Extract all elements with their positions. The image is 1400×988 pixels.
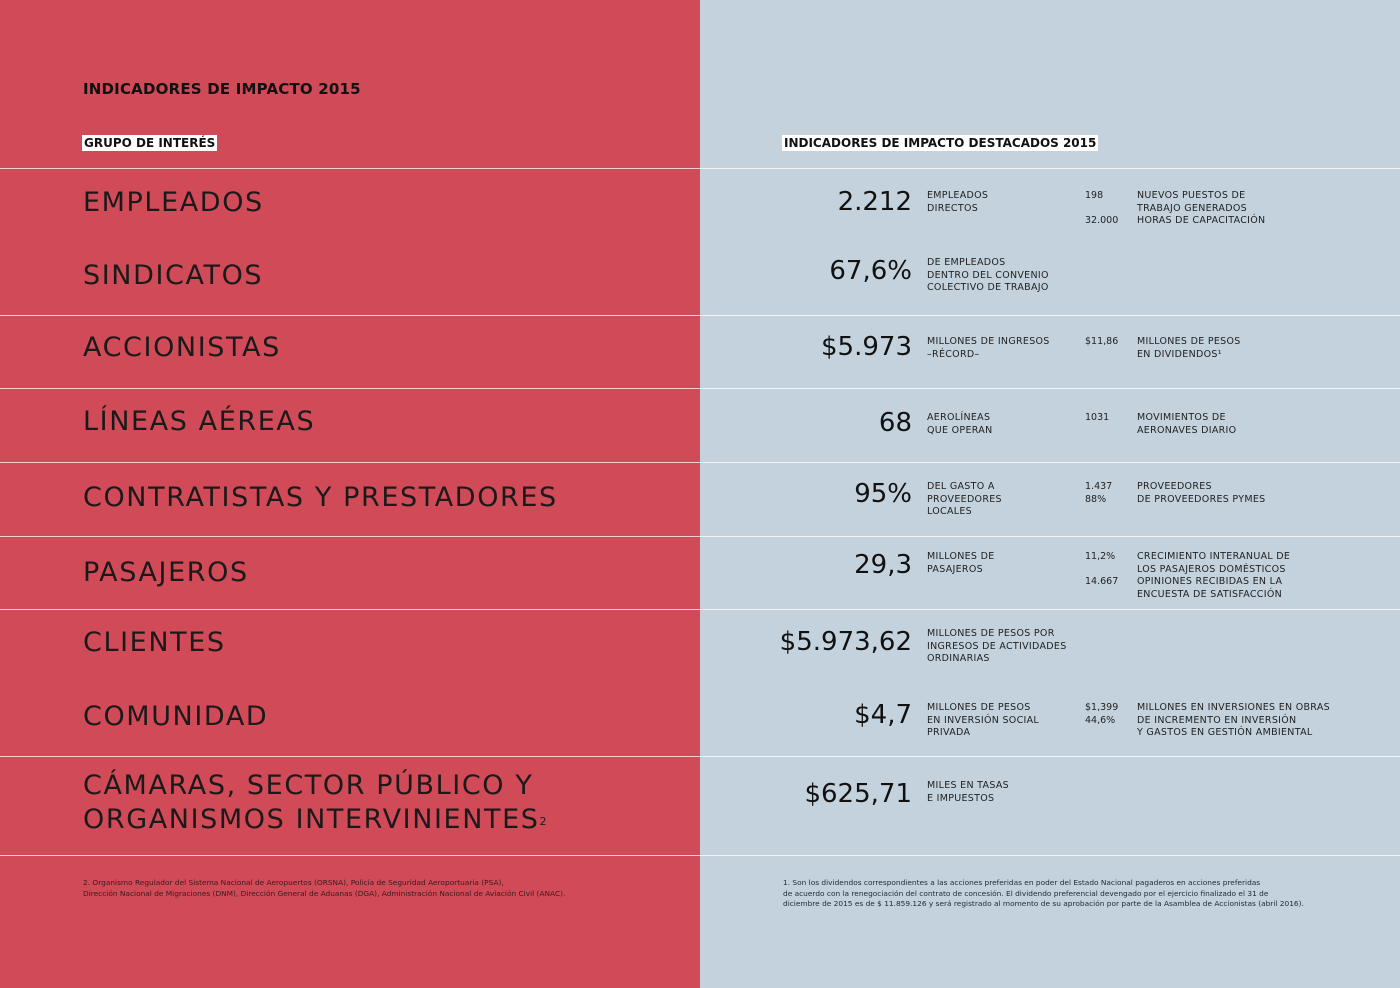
desc-camaras: MILES EN TASAS E IMPUESTOS — [927, 780, 1009, 804]
group-contratistas: CONTRATISTAS Y PRESTADORES — [83, 482, 558, 513]
footnote-ref-2: 2 — [539, 815, 547, 828]
left-panel — [0, 0, 700, 988]
subvalues-empleados: 198 32.000 — [1085, 190, 1119, 226]
row-divider — [0, 855, 1400, 856]
group-comunidad: COMUNIDAD — [83, 701, 269, 732]
subdesc-contratistas: PROVEEDORES DE PROVEEDORES PYMES — [1137, 481, 1266, 505]
value-empleados: 2.212 — [837, 187, 912, 217]
desc-pasajeros: MILLONES DE PASAJEROS — [927, 551, 995, 575]
footnote-left: 2. Organismo Regulador del Sistema Nacio… — [83, 878, 566, 898]
value-sindicatos: 67,6% — [829, 256, 912, 286]
page-title: INDICADORES DE IMPACTO 2015 — [83, 80, 361, 98]
row-divider — [0, 609, 1400, 610]
subdesc-pasajeros: CRECIMIENTO INTERANUAL DE LOS PASAJEROS … — [1137, 551, 1291, 600]
group-lineas-aereas: LÍNEAS AÉREAS — [83, 406, 316, 437]
row-divider — [0, 536, 1400, 537]
subdesc-empleados: NUEVOS PUESTOS DE TRABAJO GENERADOS HORA… — [1137, 190, 1266, 226]
subvalues-pasajeros: 11,2% 14.667 — [1085, 551, 1119, 587]
row-divider — [0, 388, 1400, 389]
group-camaras-line1: CÁMARAS, SECTOR PÚBLICO Y — [83, 770, 534, 801]
subvalues-accionistas: $11,86 — [1085, 336, 1119, 347]
desc-lineas-aereas: AEROLÍNEAS QUE OPERAN — [927, 412, 993, 436]
subvalues-lineas-aereas: 1031 — [1085, 412, 1110, 423]
row-divider — [0, 315, 1400, 316]
group-camaras: CÁMARAS, SECTOR PÚBLICO Y ORGANISMOS INT… — [83, 769, 547, 837]
column-header-indicators: INDICADORES DE IMPACTO DESTACADOS 2015 — [782, 135, 1099, 151]
group-pasajeros: PASAJEROS — [83, 557, 249, 588]
group-clientes: CLIENTES — [83, 627, 226, 658]
value-accionistas: $5.973 — [821, 332, 912, 362]
subdesc-lineas-aereas: MOVIMIENTOS DE AERONAVES DIARIO — [1137, 412, 1237, 436]
row-divider — [0, 168, 1400, 169]
value-clientes: $5.973,62 — [779, 627, 912, 657]
right-panel — [700, 0, 1400, 988]
value-contratistas: 95% — [854, 479, 912, 509]
subvalues-comunidad: $1,399 44,6% — [1085, 702, 1119, 726]
group-accionistas: ACCIONISTAS — [83, 332, 281, 363]
desc-clientes: MILLONES DE PESOS POR INGRESOS DE ACTIVI… — [927, 628, 1067, 664]
column-header-group: GRUPO DE INTERÉS — [82, 135, 218, 151]
desc-accionistas: MILLONES DE INGRESOS –RÉCORD– — [927, 336, 1050, 360]
row-divider — [0, 462, 1400, 463]
row-divider — [0, 756, 1400, 757]
subvalues-contratistas: 1.437 88% — [1085, 481, 1113, 505]
subdesc-comunidad: MILLONES EN INVERSIONES EN OBRAS DE INCR… — [1137, 702, 1330, 738]
desc-empleados: EMPLEADOS DIRECTOS — [927, 190, 989, 214]
group-empleados: EMPLEADOS — [83, 187, 264, 218]
group-sindicatos: SINDICATOS — [83, 260, 264, 291]
value-camaras: $625,71 — [804, 779, 912, 809]
value-lineas-aereas: 68 — [878, 408, 912, 438]
group-camaras-line2: ORGANISMOS INTERVINIENTES — [83, 804, 540, 835]
desc-comunidad: MILLONES DE PESOS EN INVERSIÓN SOCIAL PR… — [927, 702, 1040, 738]
desc-sindicatos: DE EMPLEADOS DENTRO DEL CONVENIO COLECTI… — [927, 257, 1049, 293]
desc-contratistas: DEL GASTO A PROVEEDORES LOCALES — [927, 481, 1002, 517]
footnote-right: 1. Son los dividendos correspondientes a… — [783, 878, 1304, 908]
subdesc-accionistas: MILLONES DE PESOS EN DIVIDENDOS¹ — [1137, 336, 1241, 360]
value-comunidad: $4,7 — [854, 700, 912, 730]
value-pasajeros: 29,3 — [854, 550, 912, 580]
